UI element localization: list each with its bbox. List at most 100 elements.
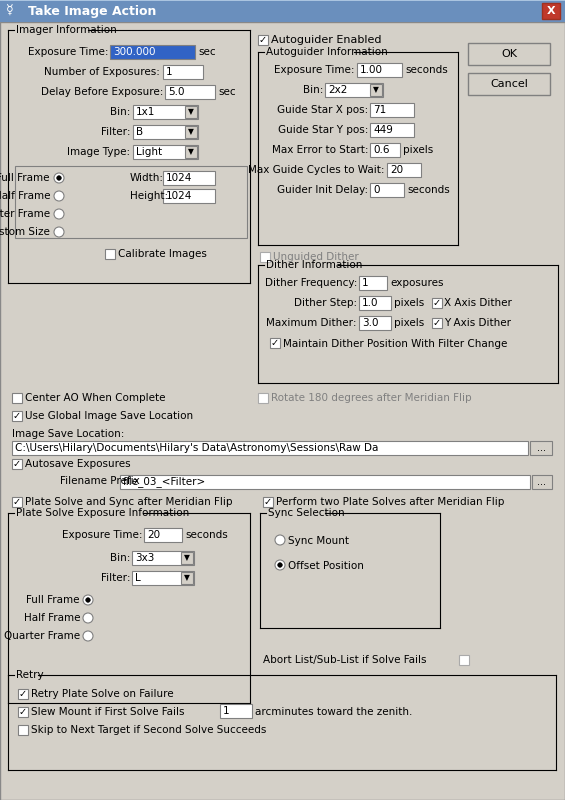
Bar <box>12 441 528 455</box>
Bar <box>542 3 560 19</box>
Text: Dither Step:: Dither Step: <box>294 298 357 308</box>
Text: B: B <box>136 127 143 137</box>
Text: arcminutes toward the zenith.: arcminutes toward the zenith. <box>255 707 412 717</box>
Text: Autoguider Enabled: Autoguider Enabled <box>271 35 381 45</box>
Text: seconds: seconds <box>405 65 447 75</box>
Text: ...: ... <box>537 477 546 487</box>
Text: Sync Selection: Sync Selection <box>268 508 345 518</box>
Text: Half Frame: Half Frame <box>24 613 80 623</box>
Bar <box>110 45 195 59</box>
Text: ✓: ✓ <box>13 411 21 421</box>
Text: Plate Solve Exposure Information: Plate Solve Exposure Information <box>16 508 189 518</box>
Text: Calibrate Images: Calibrate Images <box>118 249 207 259</box>
Text: Quarter Frame: Quarter Frame <box>4 631 80 641</box>
Bar <box>260 252 270 262</box>
Text: Bin:: Bin: <box>110 553 130 563</box>
Bar <box>12 497 22 507</box>
Text: Rotate 180 degrees after Meridian Flip: Rotate 180 degrees after Meridian Flip <box>271 393 472 403</box>
Bar <box>132 551 194 565</box>
Text: ✓: ✓ <box>13 459 21 469</box>
Circle shape <box>54 173 64 183</box>
Text: sec: sec <box>198 47 216 57</box>
Text: 1: 1 <box>362 278 368 288</box>
Text: ☿: ☿ <box>6 5 14 18</box>
Text: 1: 1 <box>166 67 173 77</box>
Text: ✓: ✓ <box>19 689 27 699</box>
Bar <box>370 123 414 137</box>
Bar <box>359 276 387 290</box>
Bar <box>359 296 391 310</box>
Text: Unguided Dither: Unguided Dither <box>273 252 359 262</box>
Text: ✓: ✓ <box>19 707 27 717</box>
Text: 5.0: 5.0 <box>168 87 185 97</box>
Bar <box>185 146 197 158</box>
Bar <box>165 85 215 99</box>
Text: Skip to Next Target if Second Solve Succeeds: Skip to Next Target if Second Solve Succ… <box>31 725 266 735</box>
Bar <box>12 459 22 469</box>
Text: ▼: ▼ <box>184 554 190 562</box>
Text: Exposure Time:: Exposure Time: <box>62 530 142 540</box>
Text: Center AO When Complete: Center AO When Complete <box>25 393 166 403</box>
Bar <box>263 497 273 507</box>
Text: ...: ... <box>537 443 545 453</box>
Bar <box>105 249 115 259</box>
Text: file_03_<Filter>: file_03_<Filter> <box>123 477 206 487</box>
Text: Guide Star Y pos:: Guide Star Y pos: <box>277 125 368 135</box>
Bar <box>120 475 530 489</box>
Text: Bin:: Bin: <box>110 107 130 117</box>
Text: 2x2: 2x2 <box>328 85 347 95</box>
Bar <box>468 73 550 95</box>
Text: 1: 1 <box>223 706 229 716</box>
Text: 3x3: 3x3 <box>135 553 154 563</box>
Text: sec: sec <box>218 87 236 97</box>
Text: Cancel: Cancel <box>490 79 528 89</box>
Bar <box>0 0 565 22</box>
Bar <box>468 43 550 65</box>
Bar <box>163 189 215 203</box>
Text: 300.000: 300.000 <box>113 47 155 57</box>
Bar <box>270 338 280 348</box>
Bar <box>532 475 552 489</box>
Text: 71: 71 <box>373 105 386 115</box>
Text: Dither Information: Dither Information <box>266 260 362 270</box>
Text: ✓: ✓ <box>271 338 279 348</box>
Text: OK: OK <box>501 49 517 59</box>
Text: 1.0: 1.0 <box>362 298 379 308</box>
Text: Custom Size: Custom Size <box>0 227 50 237</box>
Text: pixels: pixels <box>403 145 433 155</box>
Text: Y Axis Dither: Y Axis Dither <box>444 318 511 328</box>
Text: 0.6: 0.6 <box>373 145 389 155</box>
Text: Perform two Plate Solves after Meridian Flip: Perform two Plate Solves after Meridian … <box>276 497 505 507</box>
Text: Full Frame: Full Frame <box>27 595 80 605</box>
Circle shape <box>56 176 61 180</box>
Bar <box>185 126 197 138</box>
Text: Plate Solve and Sync after Meridian Flip: Plate Solve and Sync after Meridian Flip <box>25 497 233 507</box>
Bar <box>359 316 391 330</box>
Text: Imager Information: Imager Information <box>16 25 117 35</box>
Text: Light: Light <box>136 147 162 157</box>
Circle shape <box>278 562 282 567</box>
Bar <box>357 63 402 77</box>
Text: Filename Prefix: Filename Prefix <box>60 476 140 486</box>
Bar <box>258 35 268 45</box>
Text: ▼: ▼ <box>184 574 190 582</box>
Text: 1x1: 1x1 <box>136 107 155 117</box>
Bar <box>530 441 552 455</box>
Text: Use Global Image Save Location: Use Global Image Save Location <box>25 411 193 421</box>
Text: Half Frame: Half Frame <box>0 191 50 201</box>
Text: X Axis Dither: X Axis Dither <box>444 298 512 308</box>
Text: Retry: Retry <box>16 670 44 680</box>
Text: Retry Plate Solve on Failure: Retry Plate Solve on Failure <box>31 689 173 699</box>
Bar <box>181 552 193 564</box>
Text: Bin:: Bin: <box>303 85 323 95</box>
Text: 1.00: 1.00 <box>360 65 383 75</box>
Text: Dither Frequency:: Dither Frequency: <box>264 278 357 288</box>
Text: pixels: pixels <box>394 318 424 328</box>
Text: Delay Before Exposure:: Delay Before Exposure: <box>41 87 163 97</box>
Bar <box>163 171 215 185</box>
Text: Autoguider Information: Autoguider Information <box>266 47 388 57</box>
Text: Offset Position: Offset Position <box>288 561 364 571</box>
Text: 0: 0 <box>373 185 380 195</box>
Bar <box>258 393 268 403</box>
Bar <box>459 655 469 665</box>
